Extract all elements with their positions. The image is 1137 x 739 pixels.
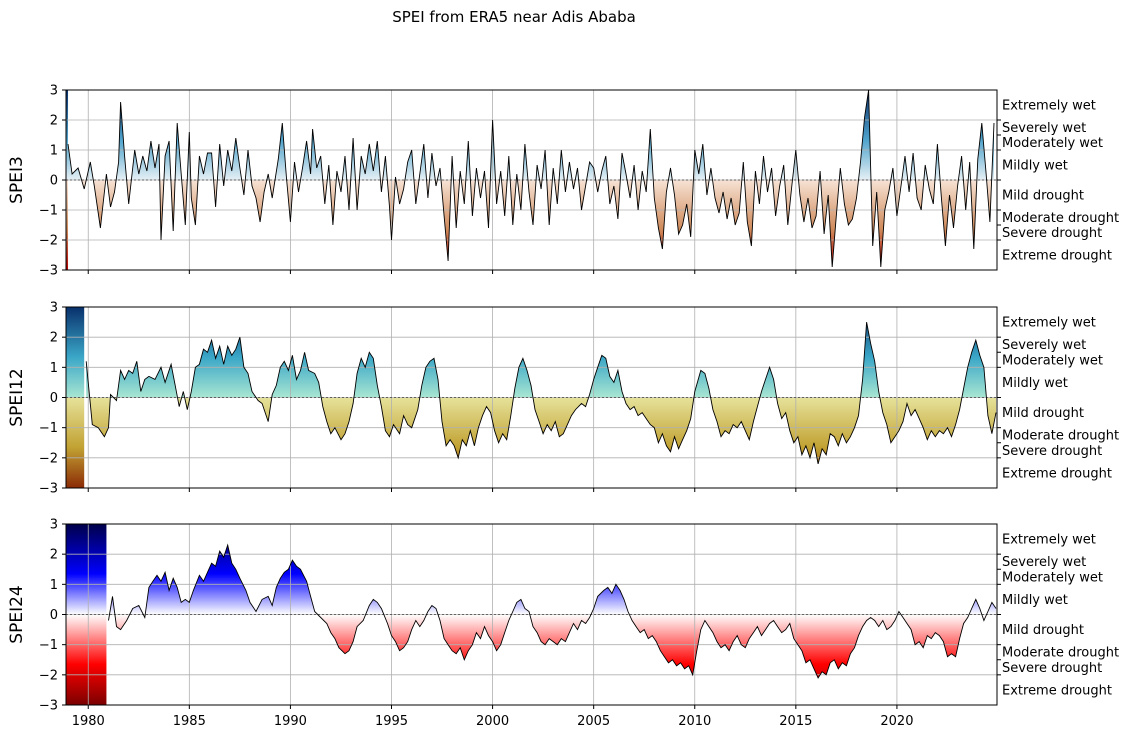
category-label: Extremely wet <box>1002 533 1096 548</box>
y-tick-label: 0 <box>50 174 58 189</box>
category-label: Mild drought <box>1002 189 1084 204</box>
x-tick-label: 1995 <box>375 714 408 729</box>
category-label: Extremely wet <box>1002 99 1096 114</box>
category-label: Moderately wet <box>1002 353 1103 368</box>
y-tick-label: −2 <box>39 451 58 466</box>
category-label: Mild drought <box>1002 406 1084 421</box>
y-tick-label: 2 <box>50 548 58 563</box>
y-tick-label: 3 <box>50 301 58 316</box>
x-tick-label: 1990 <box>274 714 307 729</box>
category-label: Severe drought <box>1002 444 1102 459</box>
category-label: Severely wet <box>1002 121 1086 136</box>
x-tick-label: 1985 <box>173 714 206 729</box>
y-axis-label: SPEI3 <box>7 156 27 204</box>
figure-title: SPEI from ERA5 near Adis Ababa <box>392 8 636 26</box>
colorbar-wet <box>66 307 85 398</box>
series-line-spei12 <box>85 322 997 465</box>
category-label: Extreme drought <box>1002 249 1112 264</box>
y-tick-label: 0 <box>50 608 58 623</box>
y-tick-label: 1 <box>50 578 58 593</box>
colorbar-dry <box>66 180 69 270</box>
x-tick-label: 2000 <box>476 714 509 729</box>
category-label: Severe drought <box>1002 661 1102 676</box>
category-label: Moderately wet <box>1002 136 1103 151</box>
category-label: Mildly wet <box>1002 593 1068 608</box>
y-tick-label: −1 <box>39 421 58 436</box>
category-label: Mild drought <box>1002 623 1084 638</box>
category-label: Severely wet <box>1002 338 1086 353</box>
y-tick-label: 1 <box>50 361 58 376</box>
y-tick-label: 3 <box>50 84 58 99</box>
colorbar-dry <box>66 614 107 705</box>
y-axis-label: SPEI12 <box>7 368 27 426</box>
y-tick-label: 3 <box>50 518 58 533</box>
x-tick-label: 2020 <box>880 714 913 729</box>
category-label: Moderate drought <box>1002 429 1119 444</box>
series-line-spei3 <box>67 90 995 268</box>
x-tick-label: 1980 <box>72 714 105 729</box>
x-tick-label: 2010 <box>678 714 711 729</box>
colorbar-wet <box>66 524 107 615</box>
y-tick-label: −2 <box>39 668 58 683</box>
y-tick-label: −3 <box>39 482 58 497</box>
series-line-spei24 <box>108 543 997 679</box>
y-tick-label: 1 <box>50 144 58 159</box>
y-tick-label: 2 <box>50 331 58 346</box>
y-tick-label: −3 <box>39 264 58 279</box>
category-label: Moderately wet <box>1002 570 1103 585</box>
category-label: Severe drought <box>1002 226 1102 241</box>
x-tick-label: 2015 <box>779 714 812 729</box>
category-label: Mildly wet <box>1002 159 1068 174</box>
category-label: Extreme drought <box>1002 683 1112 698</box>
y-tick-label: −2 <box>39 234 58 249</box>
colorbar-dry <box>66 397 85 488</box>
y-tick-label: −3 <box>39 699 58 714</box>
colorbar-wet <box>66 90 69 180</box>
y-tick-label: −1 <box>39 638 58 653</box>
category-label: Moderate drought <box>1002 646 1119 661</box>
category-label: Severely wet <box>1002 555 1086 570</box>
category-label: Mildly wet <box>1002 376 1068 391</box>
y-tick-label: −1 <box>39 204 58 219</box>
category-label: Moderate drought <box>1002 211 1119 226</box>
y-axis-label: SPEI24 <box>7 585 27 643</box>
category-label: Extreme drought <box>1002 466 1112 481</box>
y-tick-label: 0 <box>50 391 58 406</box>
y-tick-label: 2 <box>50 114 58 129</box>
x-tick-label: 2005 <box>577 714 610 729</box>
category-label: Extremely wet <box>1002 316 1096 331</box>
